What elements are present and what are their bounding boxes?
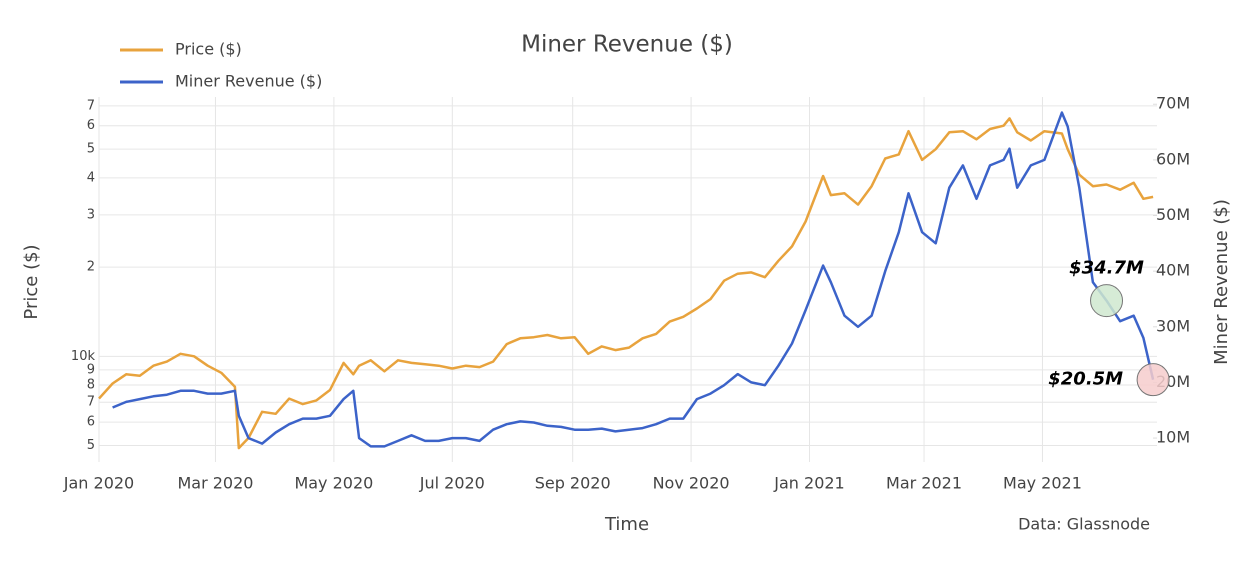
x-tick-label: May 2020 xyxy=(294,474,373,493)
y2-tick-label: 40M xyxy=(1156,261,1190,280)
annotation-marker xyxy=(1136,363,1170,397)
y-tick-label: 6 xyxy=(87,415,95,430)
y-tick-label: 3 xyxy=(87,207,95,222)
y-tick-label: 4 xyxy=(87,170,95,185)
legend-label: Price ($) xyxy=(175,40,242,59)
annotation-label: $34.7M xyxy=(1069,258,1144,279)
source-note: Data: Glassnode xyxy=(1018,515,1150,534)
y-tick-label: 7 xyxy=(87,98,95,113)
legend-label: Miner Revenue ($) xyxy=(175,72,322,91)
x-axis-label: Time xyxy=(604,514,649,535)
y2-axis-label: Miner Revenue ($) xyxy=(1211,199,1232,365)
y-tick-label: 5 xyxy=(87,142,95,157)
x-tick-label: May 2021 xyxy=(1003,474,1082,493)
y-tick-label: 7 xyxy=(87,395,95,410)
x-tick-label: Nov 2020 xyxy=(653,474,730,493)
y-tick-label: 8 xyxy=(87,378,95,393)
y2-tick-label: 50M xyxy=(1156,205,1190,224)
y-tick-label: 6 xyxy=(87,118,95,133)
x-tick-label: Jan 2021 xyxy=(773,474,844,493)
series-line xyxy=(98,117,1154,450)
y2-tick-label: 10M xyxy=(1156,428,1190,447)
y2-tick-label: 70M xyxy=(1156,94,1190,113)
x-tick-label: Mar 2021 xyxy=(886,474,962,493)
x-tick-label: Jul 2020 xyxy=(419,474,485,493)
y-tick-label: 5 xyxy=(87,438,95,453)
annotation-label: $20.5M xyxy=(1048,369,1123,390)
y2-tick-label: 30M xyxy=(1156,316,1190,335)
y-tick-label: 2 xyxy=(87,260,95,275)
y2-tick-label: 60M xyxy=(1156,149,1190,168)
x-tick-label: Sep 2020 xyxy=(535,474,611,493)
series-line xyxy=(112,111,1155,448)
y-axis-label: Price ($) xyxy=(21,244,42,319)
annotation-marker xyxy=(1090,284,1124,318)
x-tick-label: Jan 2020 xyxy=(63,474,134,493)
chart-title: Miner Revenue ($) xyxy=(521,32,733,58)
y-tick-label: 10k xyxy=(71,349,96,364)
x-tick-label: Mar 2020 xyxy=(177,474,253,493)
y-tick-label: 9 xyxy=(87,362,95,377)
